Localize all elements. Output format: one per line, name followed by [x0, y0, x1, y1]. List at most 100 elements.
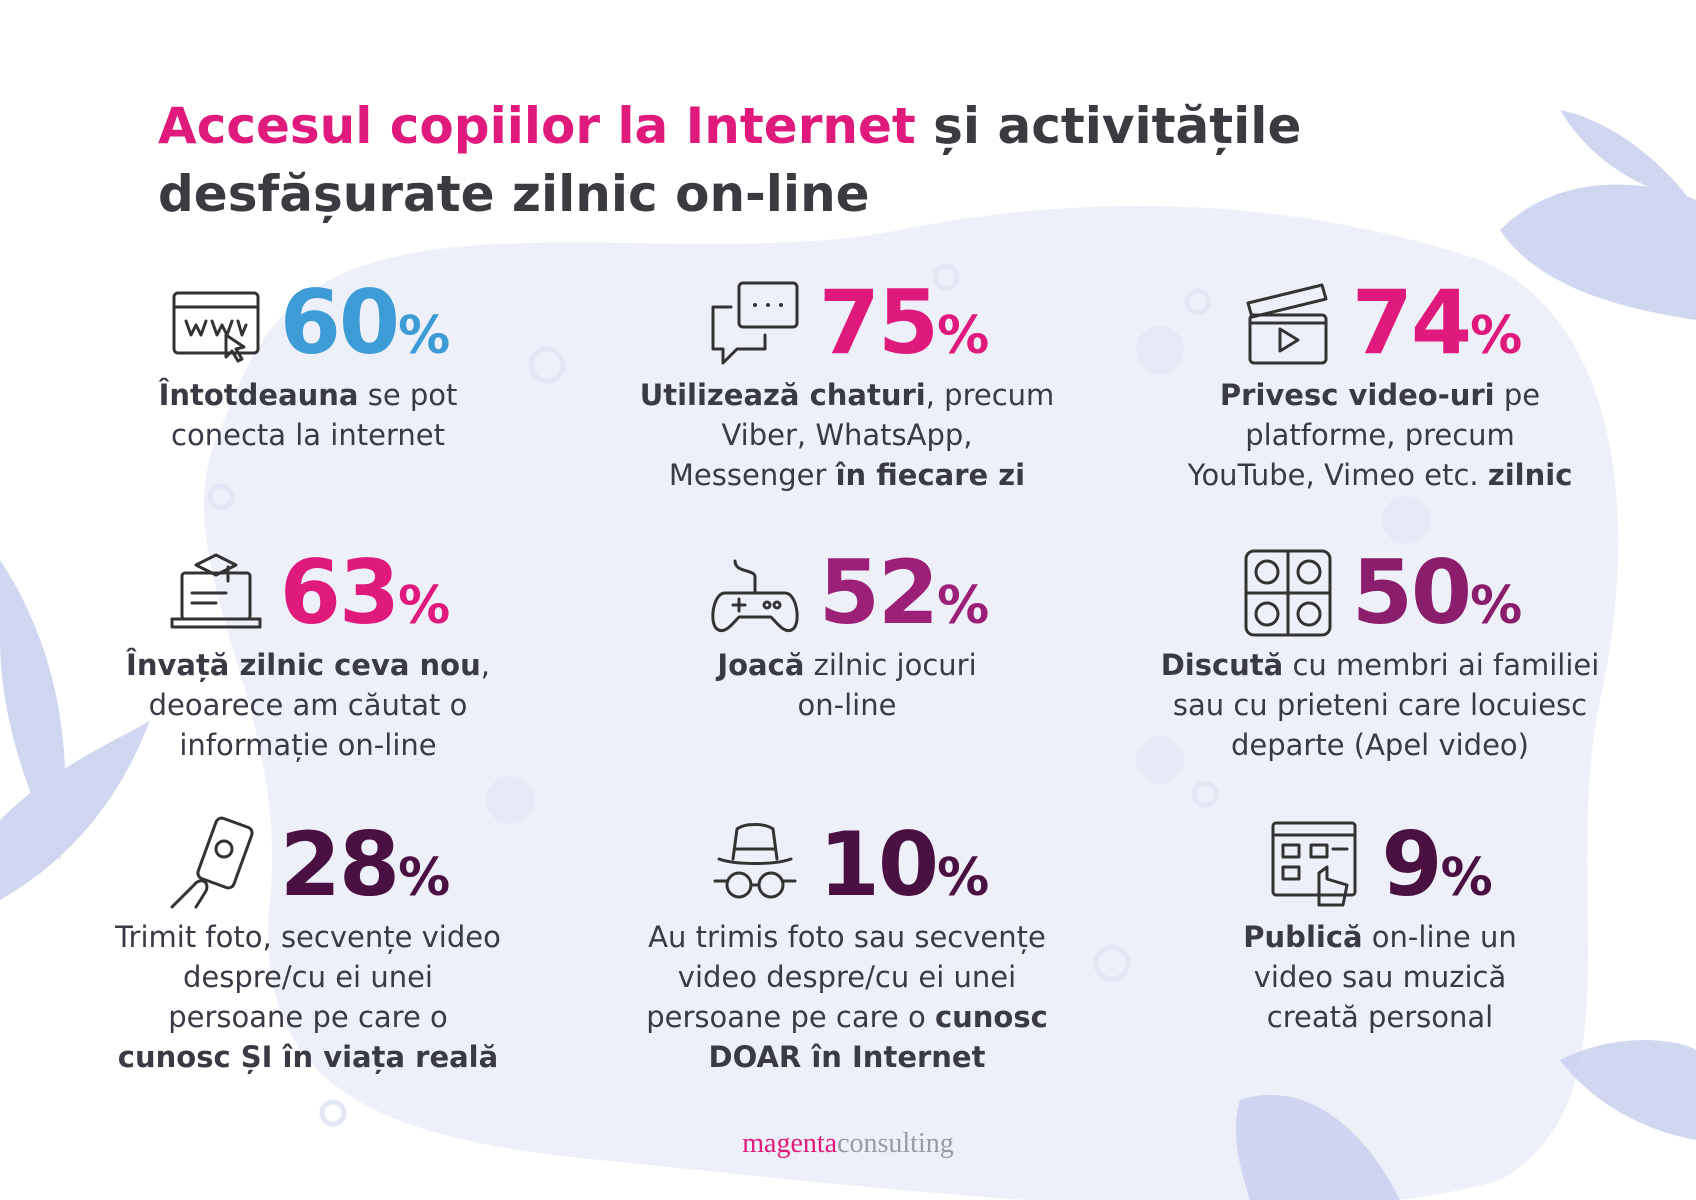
text: departe (Apel video)	[1231, 728, 1529, 762]
icon	[170, 816, 254, 908]
stat-header: 60%	[58, 270, 558, 375]
text: Trimit foto, secvențe video	[115, 920, 501, 954]
icon	[711, 559, 799, 632]
percent: 74	[1351, 271, 1472, 374]
icon	[1271, 821, 1357, 906]
percent-sign: %	[1440, 848, 1493, 908]
stat-value: 52%	[819, 541, 990, 644]
stat-value: 60%	[280, 271, 451, 374]
icon	[1244, 549, 1332, 636]
description-line: Privesc video-uri pe	[1130, 375, 1630, 415]
description-line: persoane pe care o cunosc	[597, 997, 1097, 1037]
stat-header: 10%	[597, 812, 1097, 917]
stat-header: 52%	[597, 540, 1097, 645]
stat-card: 10% Au trimis foto sau secvențe video desp…	[597, 812, 1097, 1077]
percent: 63	[279, 541, 400, 644]
description-line: creată personal	[1130, 997, 1630, 1037]
bold-text: zilnic	[1487, 458, 1573, 492]
text: platforme, precum	[1245, 418, 1515, 452]
bold-text: cunosc ȘI în viața reală	[117, 1040, 499, 1074]
stat-card: 52% Joacă zilnic jocuri on-line	[597, 540, 1097, 725]
title-rest: și activitățile desfășurate zilnic on-li…	[158, 97, 1302, 223]
stat-card: 60% Întotdeauna se pot conecta la internet	[58, 270, 558, 455]
description-line: Joacă zilnic jocuri	[597, 645, 1097, 685]
stat-header: 74%	[1130, 270, 1630, 375]
title: Accesul copiilor la Internet și activită…	[158, 92, 1588, 228]
percent: 50	[1351, 541, 1472, 644]
bold-text: în fiecare zi	[835, 458, 1026, 492]
text: Au trimis foto sau secvențe	[648, 920, 1046, 954]
stat-value: 9%	[1381, 813, 1492, 916]
description-line: Au trimis foto sau secvențe	[597, 917, 1097, 957]
text: creată personal	[1266, 1000, 1494, 1034]
text: deoarece am căutat o	[148, 688, 468, 722]
description-line: DOAR în Internet	[597, 1037, 1097, 1077]
stat-value: 63%	[280, 541, 451, 644]
percent-sign: %	[1470, 306, 1523, 366]
text: YouTube, Vimeo etc.	[1187, 458, 1488, 492]
percent: 10	[818, 813, 939, 916]
description-line: Utilizează chaturi, precum	[597, 375, 1097, 415]
percent-sign: %	[1470, 576, 1523, 636]
description-line: YouTube, Vimeo etc. zilnic	[1130, 455, 1630, 495]
text: Viber, WhatsApp,	[721, 418, 973, 452]
description-line: despre/cu ei unei	[58, 957, 558, 997]
percent-sign: %	[937, 848, 990, 908]
bold-text: Utilizează chaturi	[639, 378, 926, 412]
icon	[1246, 283, 1328, 364]
bold-text: DOAR în Internet	[708, 1040, 986, 1074]
text: Messenger	[668, 458, 836, 492]
description-line: cunosc ȘI în viața reală	[58, 1037, 558, 1077]
percent-sign: %	[398, 306, 451, 366]
stat-header: 9%	[1130, 812, 1630, 917]
bold-text: Privesc video-uri	[1219, 378, 1495, 412]
bold-text: Discută	[1160, 648, 1284, 682]
footer: magentaconsulting	[0, 1128, 1696, 1160]
percent: 28	[279, 813, 400, 916]
text: ,	[480, 648, 490, 682]
description-line: Publică on-line un	[1130, 917, 1630, 957]
description-line: Viber, WhatsApp,	[597, 415, 1097, 455]
stat-value: 74%	[1352, 271, 1523, 374]
bold-text: Publică	[1243, 920, 1363, 954]
description-line: Messenger în fiecare zi	[597, 455, 1097, 495]
text: on-line	[797, 688, 897, 722]
text: , precum	[925, 378, 1055, 412]
text: sau cu prieteni care locuiesc	[1172, 688, 1588, 722]
title-highlight: Accesul copiilor la Internet	[158, 97, 916, 155]
stat-card: 50% Discută cu membri ai familiei sau cu p…	[1130, 540, 1630, 765]
description-line: Discută cu membri ai familiei	[1130, 645, 1630, 685]
icon	[172, 291, 260, 362]
text: cu membri ai familiei	[1283, 648, 1600, 682]
text: pe	[1494, 378, 1541, 412]
description-line: video despre/cu ei unei	[597, 957, 1097, 997]
description-line: conecta la internet	[58, 415, 558, 455]
percent-sign: %	[398, 848, 451, 908]
description-line: Trimit foto, secvențe video	[58, 917, 558, 957]
description-line: sau cu prieteni care locuiesc	[1130, 685, 1630, 725]
icon	[711, 281, 799, 364]
description-line: platforme, precum	[1130, 415, 1630, 455]
description-line: informație on-line	[58, 725, 558, 765]
stat-card: 9% Publică on-line un video sau muzică crea…	[1130, 812, 1630, 1037]
description-line: on-line	[597, 685, 1097, 725]
text: conecta la internet	[171, 418, 445, 452]
text: informație on-line	[179, 728, 437, 762]
stat-header: 75%	[597, 270, 1097, 375]
bold-text: Joacă	[717, 648, 805, 682]
percent: 75	[818, 271, 939, 374]
bold-text: cunosc	[934, 1000, 1048, 1034]
percent: 52	[818, 541, 939, 644]
description-line: Învață zilnic ceva nou,	[58, 645, 558, 685]
stat-header: 28%	[58, 812, 558, 917]
text: persoane pe care o	[168, 1000, 448, 1034]
percent-sign: %	[398, 576, 451, 636]
text: zilnic jocuri	[804, 648, 977, 682]
text: despre/cu ei unei	[183, 960, 433, 994]
stat-value: 75%	[819, 271, 990, 374]
percent-sign: %	[937, 306, 990, 366]
stat-card: 75% Utilizează chaturi, precum Viber, What…	[597, 270, 1097, 495]
stat-header: 63%	[58, 540, 558, 645]
